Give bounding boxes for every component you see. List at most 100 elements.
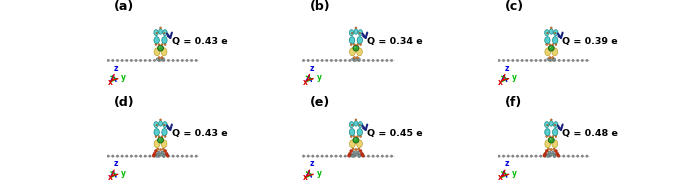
Circle shape: [162, 59, 165, 62]
Circle shape: [351, 32, 353, 34]
Circle shape: [164, 124, 165, 126]
Circle shape: [547, 148, 550, 150]
Circle shape: [355, 148, 357, 151]
Text: (e): (e): [309, 96, 330, 109]
Circle shape: [353, 155, 355, 157]
Circle shape: [144, 155, 146, 157]
Circle shape: [351, 155, 354, 157]
Ellipse shape: [358, 122, 362, 128]
Circle shape: [357, 59, 359, 61]
Circle shape: [316, 59, 319, 62]
Ellipse shape: [159, 29, 162, 34]
Circle shape: [160, 59, 162, 61]
Circle shape: [553, 59, 556, 62]
Circle shape: [355, 138, 356, 140]
Circle shape: [385, 59, 388, 62]
Ellipse shape: [357, 129, 362, 136]
Circle shape: [161, 44, 163, 46]
Circle shape: [325, 59, 328, 62]
Circle shape: [348, 155, 351, 157]
Circle shape: [358, 59, 360, 62]
Ellipse shape: [544, 122, 549, 128]
Circle shape: [552, 136, 554, 137]
Circle shape: [307, 155, 309, 157]
Circle shape: [567, 155, 569, 157]
Text: x: x: [498, 173, 503, 182]
Circle shape: [125, 155, 128, 157]
Circle shape: [358, 155, 360, 157]
Circle shape: [551, 27, 552, 29]
Ellipse shape: [552, 48, 558, 56]
Circle shape: [321, 59, 323, 62]
Circle shape: [153, 155, 155, 157]
Circle shape: [156, 155, 159, 157]
Ellipse shape: [553, 129, 558, 136]
Circle shape: [390, 155, 393, 157]
Circle shape: [549, 155, 551, 157]
Text: z: z: [505, 64, 509, 73]
Circle shape: [558, 155, 560, 157]
Circle shape: [498, 59, 500, 62]
Circle shape: [164, 32, 165, 34]
Circle shape: [503, 59, 505, 62]
Ellipse shape: [553, 30, 558, 36]
FancyArrowPatch shape: [362, 33, 367, 38]
Circle shape: [355, 46, 356, 48]
Ellipse shape: [545, 48, 551, 56]
Circle shape: [164, 44, 166, 46]
Circle shape: [550, 148, 553, 151]
Ellipse shape: [162, 37, 167, 44]
Circle shape: [330, 59, 332, 62]
Circle shape: [353, 137, 359, 143]
Circle shape: [552, 59, 554, 61]
Ellipse shape: [349, 48, 355, 56]
Ellipse shape: [549, 121, 553, 126]
Circle shape: [549, 136, 551, 137]
Ellipse shape: [358, 30, 362, 36]
Circle shape: [335, 155, 337, 157]
Circle shape: [153, 152, 156, 155]
Ellipse shape: [357, 37, 362, 44]
Circle shape: [585, 59, 588, 62]
Circle shape: [549, 57, 551, 59]
Circle shape: [325, 155, 328, 157]
Circle shape: [112, 59, 114, 62]
Circle shape: [535, 59, 537, 62]
Circle shape: [162, 155, 165, 157]
Text: Q = 0.34 e: Q = 0.34 e: [367, 37, 422, 46]
Text: Q = 0.48 e: Q = 0.48 e: [562, 129, 618, 138]
Text: Q = 0.45 e: Q = 0.45 e: [367, 129, 422, 138]
Ellipse shape: [154, 140, 160, 148]
Text: y: y: [121, 169, 126, 178]
Circle shape: [351, 58, 354, 60]
Ellipse shape: [154, 48, 160, 56]
Circle shape: [553, 148, 556, 150]
Circle shape: [358, 148, 360, 150]
Circle shape: [156, 124, 158, 126]
Ellipse shape: [154, 30, 158, 36]
Circle shape: [581, 155, 583, 157]
Circle shape: [116, 155, 118, 157]
Circle shape: [359, 150, 362, 152]
Circle shape: [316, 155, 319, 157]
Circle shape: [507, 59, 510, 62]
Circle shape: [360, 44, 362, 46]
Circle shape: [335, 59, 337, 62]
Ellipse shape: [553, 37, 558, 44]
Circle shape: [372, 155, 374, 157]
Circle shape: [360, 152, 363, 155]
Circle shape: [539, 155, 542, 157]
Circle shape: [546, 32, 548, 34]
FancyArrowPatch shape: [167, 125, 172, 130]
Text: y: y: [512, 73, 517, 82]
Text: z: z: [114, 64, 118, 73]
Text: z: z: [505, 159, 509, 168]
Circle shape: [330, 155, 332, 157]
Circle shape: [172, 59, 174, 62]
Circle shape: [166, 154, 169, 157]
Circle shape: [545, 150, 548, 152]
Circle shape: [549, 151, 551, 154]
Circle shape: [351, 136, 352, 137]
Circle shape: [581, 59, 583, 62]
Ellipse shape: [354, 29, 358, 34]
